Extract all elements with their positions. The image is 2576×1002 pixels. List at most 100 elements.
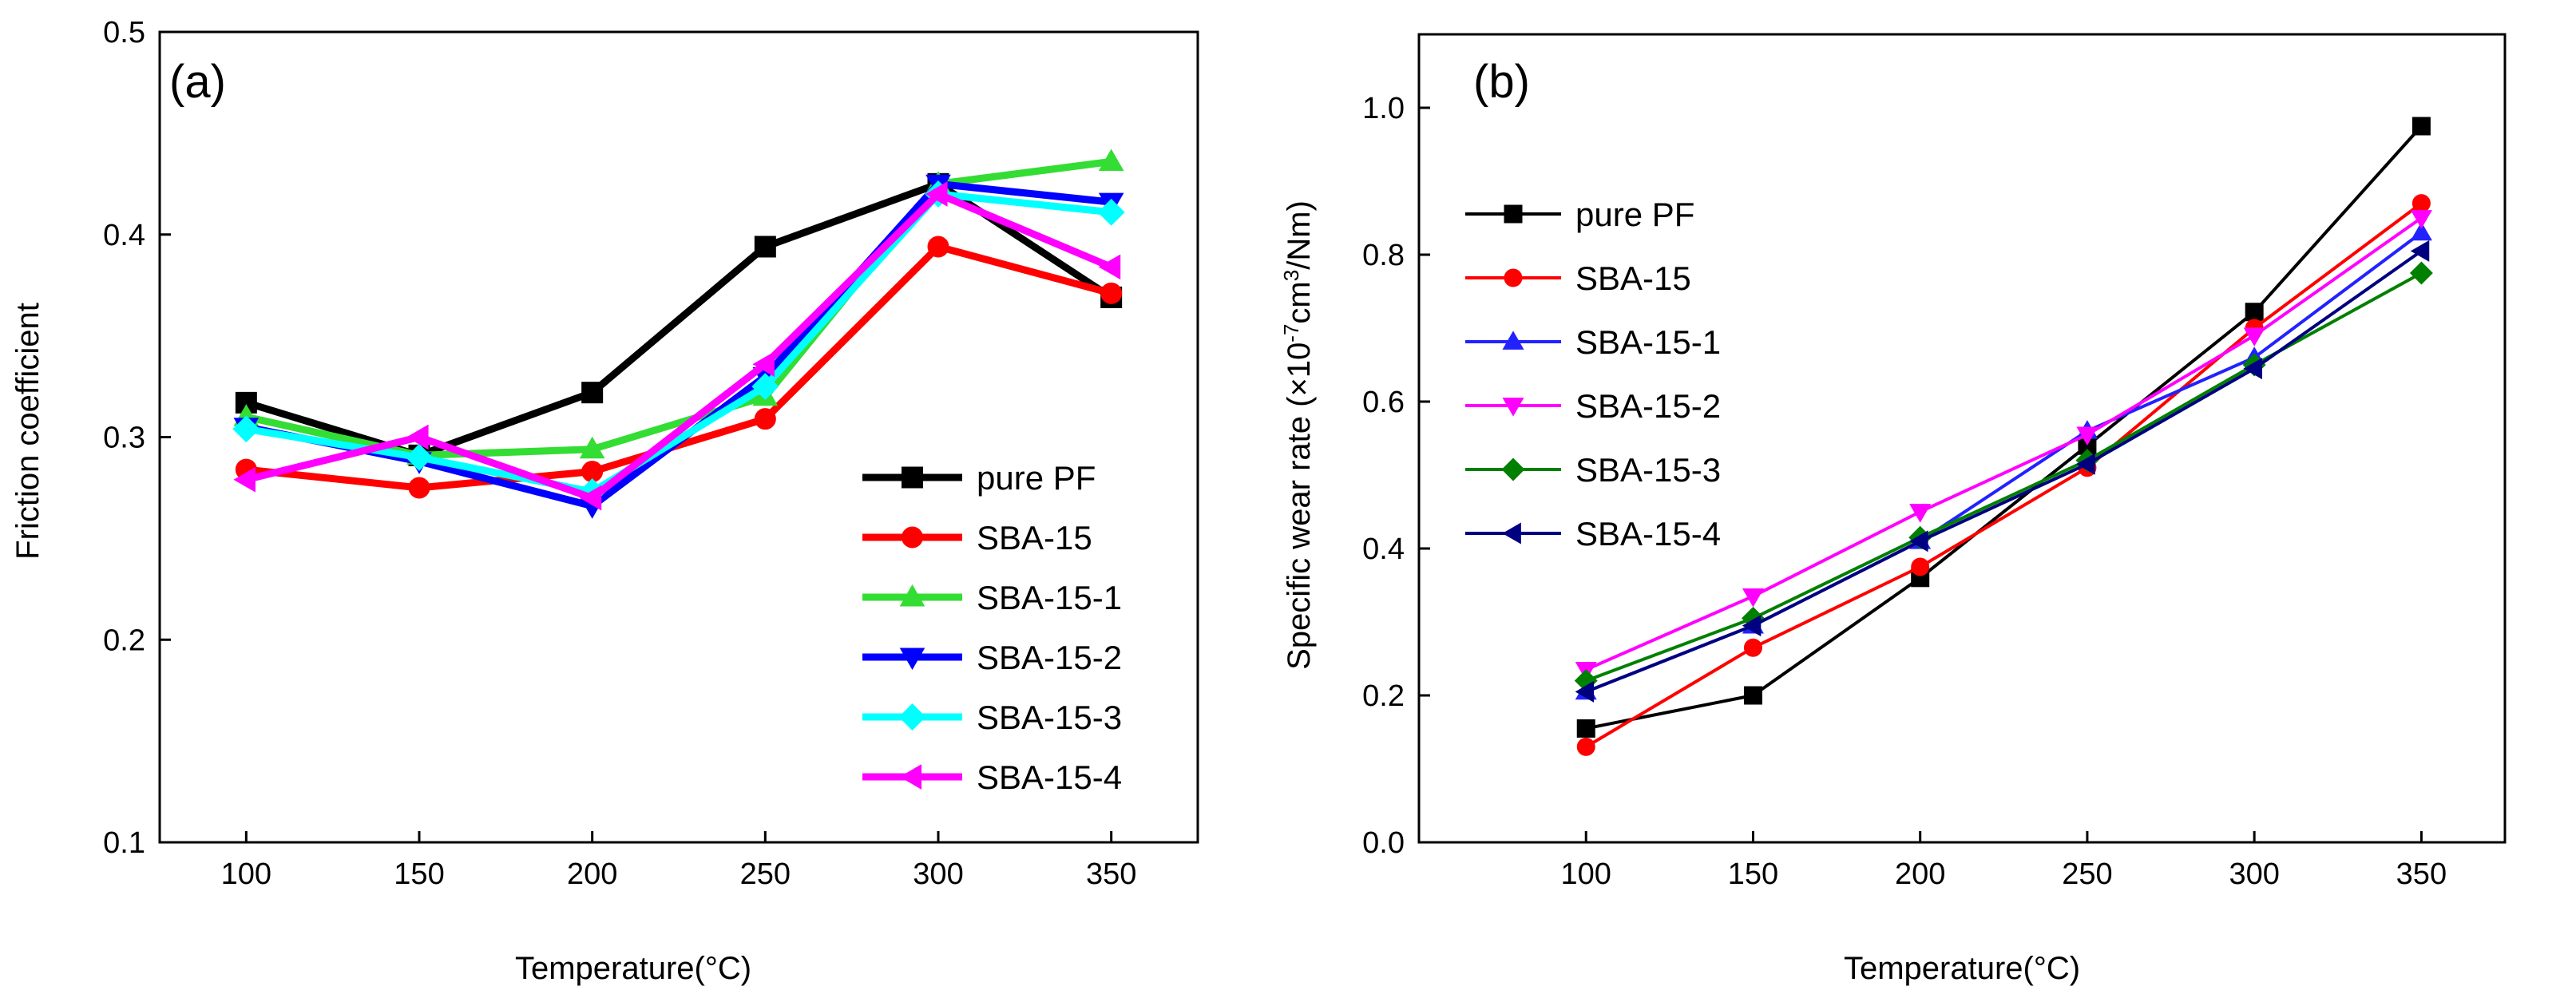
panel-a-legend-label-sba-15: SBA-15 xyxy=(977,519,1092,556)
panel-b-point-sba-15 xyxy=(2412,194,2431,213)
panel-a-point-sba-15-4 xyxy=(579,485,602,511)
panel-b-point-pure-pf xyxy=(1743,686,1762,705)
panel-a-legend-marker-sba-15-2 xyxy=(899,648,925,670)
panel-a-point-sba-15 xyxy=(408,477,430,499)
panel-a-point-sba-15-4 xyxy=(406,424,429,450)
panel-a-point-sba-15-4 xyxy=(1098,254,1121,280)
panel-a-legend-marker-sba-15-4 xyxy=(899,764,922,790)
panel-a-point-sba-15 xyxy=(927,236,949,258)
panel-a-legend-marker-sba-15-1 xyxy=(899,584,925,607)
panel-b-y-tick-label: 0.2 xyxy=(1362,679,1405,713)
panel-b-line-pure-pf xyxy=(1585,125,2423,731)
panel-b-point-sba-15-4 xyxy=(2243,358,2263,380)
panel-a-point-sba-15-4 xyxy=(233,466,256,493)
panel-a-legend-marker-pure-pf xyxy=(902,466,923,489)
panel-b-point-sba-15-2 xyxy=(2410,210,2432,229)
panel-b-point-sba-15-2 xyxy=(2076,426,2098,446)
panel-b-point-sba-15-4 xyxy=(1909,530,1928,552)
panel-b-ylabel: Specific wear rate (×10-7cm3/Nm) xyxy=(1279,200,1317,670)
panel-b-point-sba-15-2 xyxy=(1742,588,1764,608)
panel-a-point-sba-15-1 xyxy=(579,436,605,459)
panel-a-y-tick-label: 0.3 xyxy=(103,422,145,455)
panel-b-legend-label-sba-15-2: SBA-15-2 xyxy=(1575,387,1721,425)
panel-a-series-sba-15-3 xyxy=(232,180,1125,505)
panel-a-series-sba-15-4 xyxy=(233,181,1121,511)
panel-b-legend-marker-sba-15-4 xyxy=(1502,522,1521,545)
panel-a-x-tick-label: 250 xyxy=(740,857,791,891)
panel-a-point-pure-pf xyxy=(581,382,604,404)
panel-b-y-tick-label: 1.0 xyxy=(1362,92,1405,125)
panel-a-xlabel: Temperature(°C) xyxy=(515,951,751,986)
panel-b-point-sba-15 xyxy=(1911,557,1930,576)
panel-b-legend-marker-pure-pf xyxy=(1504,204,1523,224)
panel-b-legend-label-sba-15-1: SBA-15-1 xyxy=(1575,323,1721,361)
panel-b-legend-marker-sba-15-3 xyxy=(1501,457,1525,481)
panel-b-legend-marker-sba-15 xyxy=(1504,268,1523,287)
panel-a-legend-label-pure-pf: pure PF xyxy=(977,459,1096,497)
panel-a-line-sba-15-3 xyxy=(245,190,1112,496)
panel-a-legend-marker-sba-15 xyxy=(902,526,923,549)
panel-b-point-sba-15-1 xyxy=(2410,221,2432,241)
panel-b-series-pure-pf xyxy=(1576,117,2431,738)
panel-b-legend-marker-sba-15-1 xyxy=(1502,331,1524,350)
panel-b-specific-wear-rate-chart: Specific wear rate (×10-7cm3/Nm) Tempera… xyxy=(1279,33,2507,986)
panel-b-x-tick-label: 150 xyxy=(1728,857,1778,891)
panel-a-point-sba-15-4 xyxy=(925,181,948,207)
panel-a-legend-label-sba-15-2: SBA-15-2 xyxy=(977,639,1122,676)
panel-a-y-tick-label: 0.5 xyxy=(103,16,145,50)
panel-b-legend: pure PF SBA-15 SBA-15-1 SBA-15-2 SBA-15-3 SBA… xyxy=(1465,196,1721,552)
panel-a-legend-label-sba-15-1: SBA-15-1 xyxy=(977,579,1122,616)
panel-a-x-tick-label: 350 xyxy=(1086,857,1136,891)
panel-a-label: (a) xyxy=(169,56,226,108)
panel-b-line-sba-15-2 xyxy=(1585,216,2423,671)
panel-a-point-sba-15-4 xyxy=(752,351,775,377)
panel-b-series-sba-15-4 xyxy=(1575,240,2430,703)
panel-b-point-sba-15-4 xyxy=(1742,615,1762,637)
panel-a-x-tick-label: 100 xyxy=(221,857,271,891)
panel-a-ylabel: Friction coefficient xyxy=(10,303,46,560)
panel-b-point-sba-15-2 xyxy=(1909,504,1932,523)
panel-a-point-pure-pf xyxy=(754,236,776,258)
panel-b-legend-label-sba-15-4: SBA-15-4 xyxy=(1575,515,1721,552)
panel-a-point-sba-15-1 xyxy=(1098,149,1124,171)
panel-b-legend-label-sba-15: SBA-15 xyxy=(1575,259,1691,297)
panel-b-legend-label-sba-15-3: SBA-15-3 xyxy=(1575,451,1721,489)
panel-a-x-tick-label: 200 xyxy=(567,857,617,891)
panel-a-line-sba-15-4 xyxy=(245,190,1113,502)
panel-a-line-pure-pf xyxy=(245,180,1114,459)
panel-a-line-sba-15-2 xyxy=(245,180,1112,510)
panel-a-point-sba-15-3 xyxy=(232,415,260,443)
panel-a-legend-marker-sba-15-3 xyxy=(898,703,926,731)
panel-b-y-tick-label: 0.6 xyxy=(1362,386,1405,419)
panel-b-point-pure-pf xyxy=(2412,117,2431,136)
panel-b-point-sba-15-4 xyxy=(2410,240,2430,262)
panel-b-x-tick-label: 100 xyxy=(1561,857,1611,891)
panel-b-line-sba-15 xyxy=(1585,201,2423,749)
panel-b-label: (b) xyxy=(1473,56,1530,108)
panel-b-x-tick-label: 200 xyxy=(1895,857,1945,891)
panel-b-point-sba-15-3 xyxy=(2409,261,2433,285)
panel-b-series-sba-15-2 xyxy=(1575,210,2432,681)
panel-a-point-sba-15-3 xyxy=(751,373,779,401)
panel-a-x-tick-label: 300 xyxy=(913,857,963,891)
panel-b-point-sba-15-4 xyxy=(1575,680,1595,703)
panel-b-x-tick-label: 350 xyxy=(2396,857,2447,891)
panel-a-line-sba-15-1 xyxy=(245,157,1112,459)
panel-b-point-sba-15 xyxy=(1576,737,1595,756)
panel-a-y-tick-label: 0.1 xyxy=(103,826,145,860)
panel-b-plot-frame xyxy=(1417,33,2507,844)
panel-b-point-sba-15-2 xyxy=(2243,327,2265,347)
panel-b-line-sba-15-4 xyxy=(1585,249,2423,694)
panel-a-point-sba-15-3 xyxy=(406,443,433,471)
panel-b-point-sba-15 xyxy=(1743,638,1762,657)
panel-b-legend-marker-sba-15-2 xyxy=(1502,398,1524,417)
panel-a-point-sba-15 xyxy=(754,408,776,430)
panel-b-x-tick-label: 250 xyxy=(2062,857,2112,891)
panel-a-friction-coefficient-chart: Friction coefficient Temperature(°C) (a)… xyxy=(10,16,1199,986)
panel-b-y-tick-label: 0.0 xyxy=(1362,826,1405,860)
panel-b-y-tick-label: 0.4 xyxy=(1362,533,1405,566)
panel-b-xlabel: Temperature(°C) xyxy=(1844,951,2080,986)
panel-b-point-sba-15-4 xyxy=(2076,453,2095,475)
panel-b-legend-label-pure-pf: pure PF xyxy=(1575,196,1694,233)
